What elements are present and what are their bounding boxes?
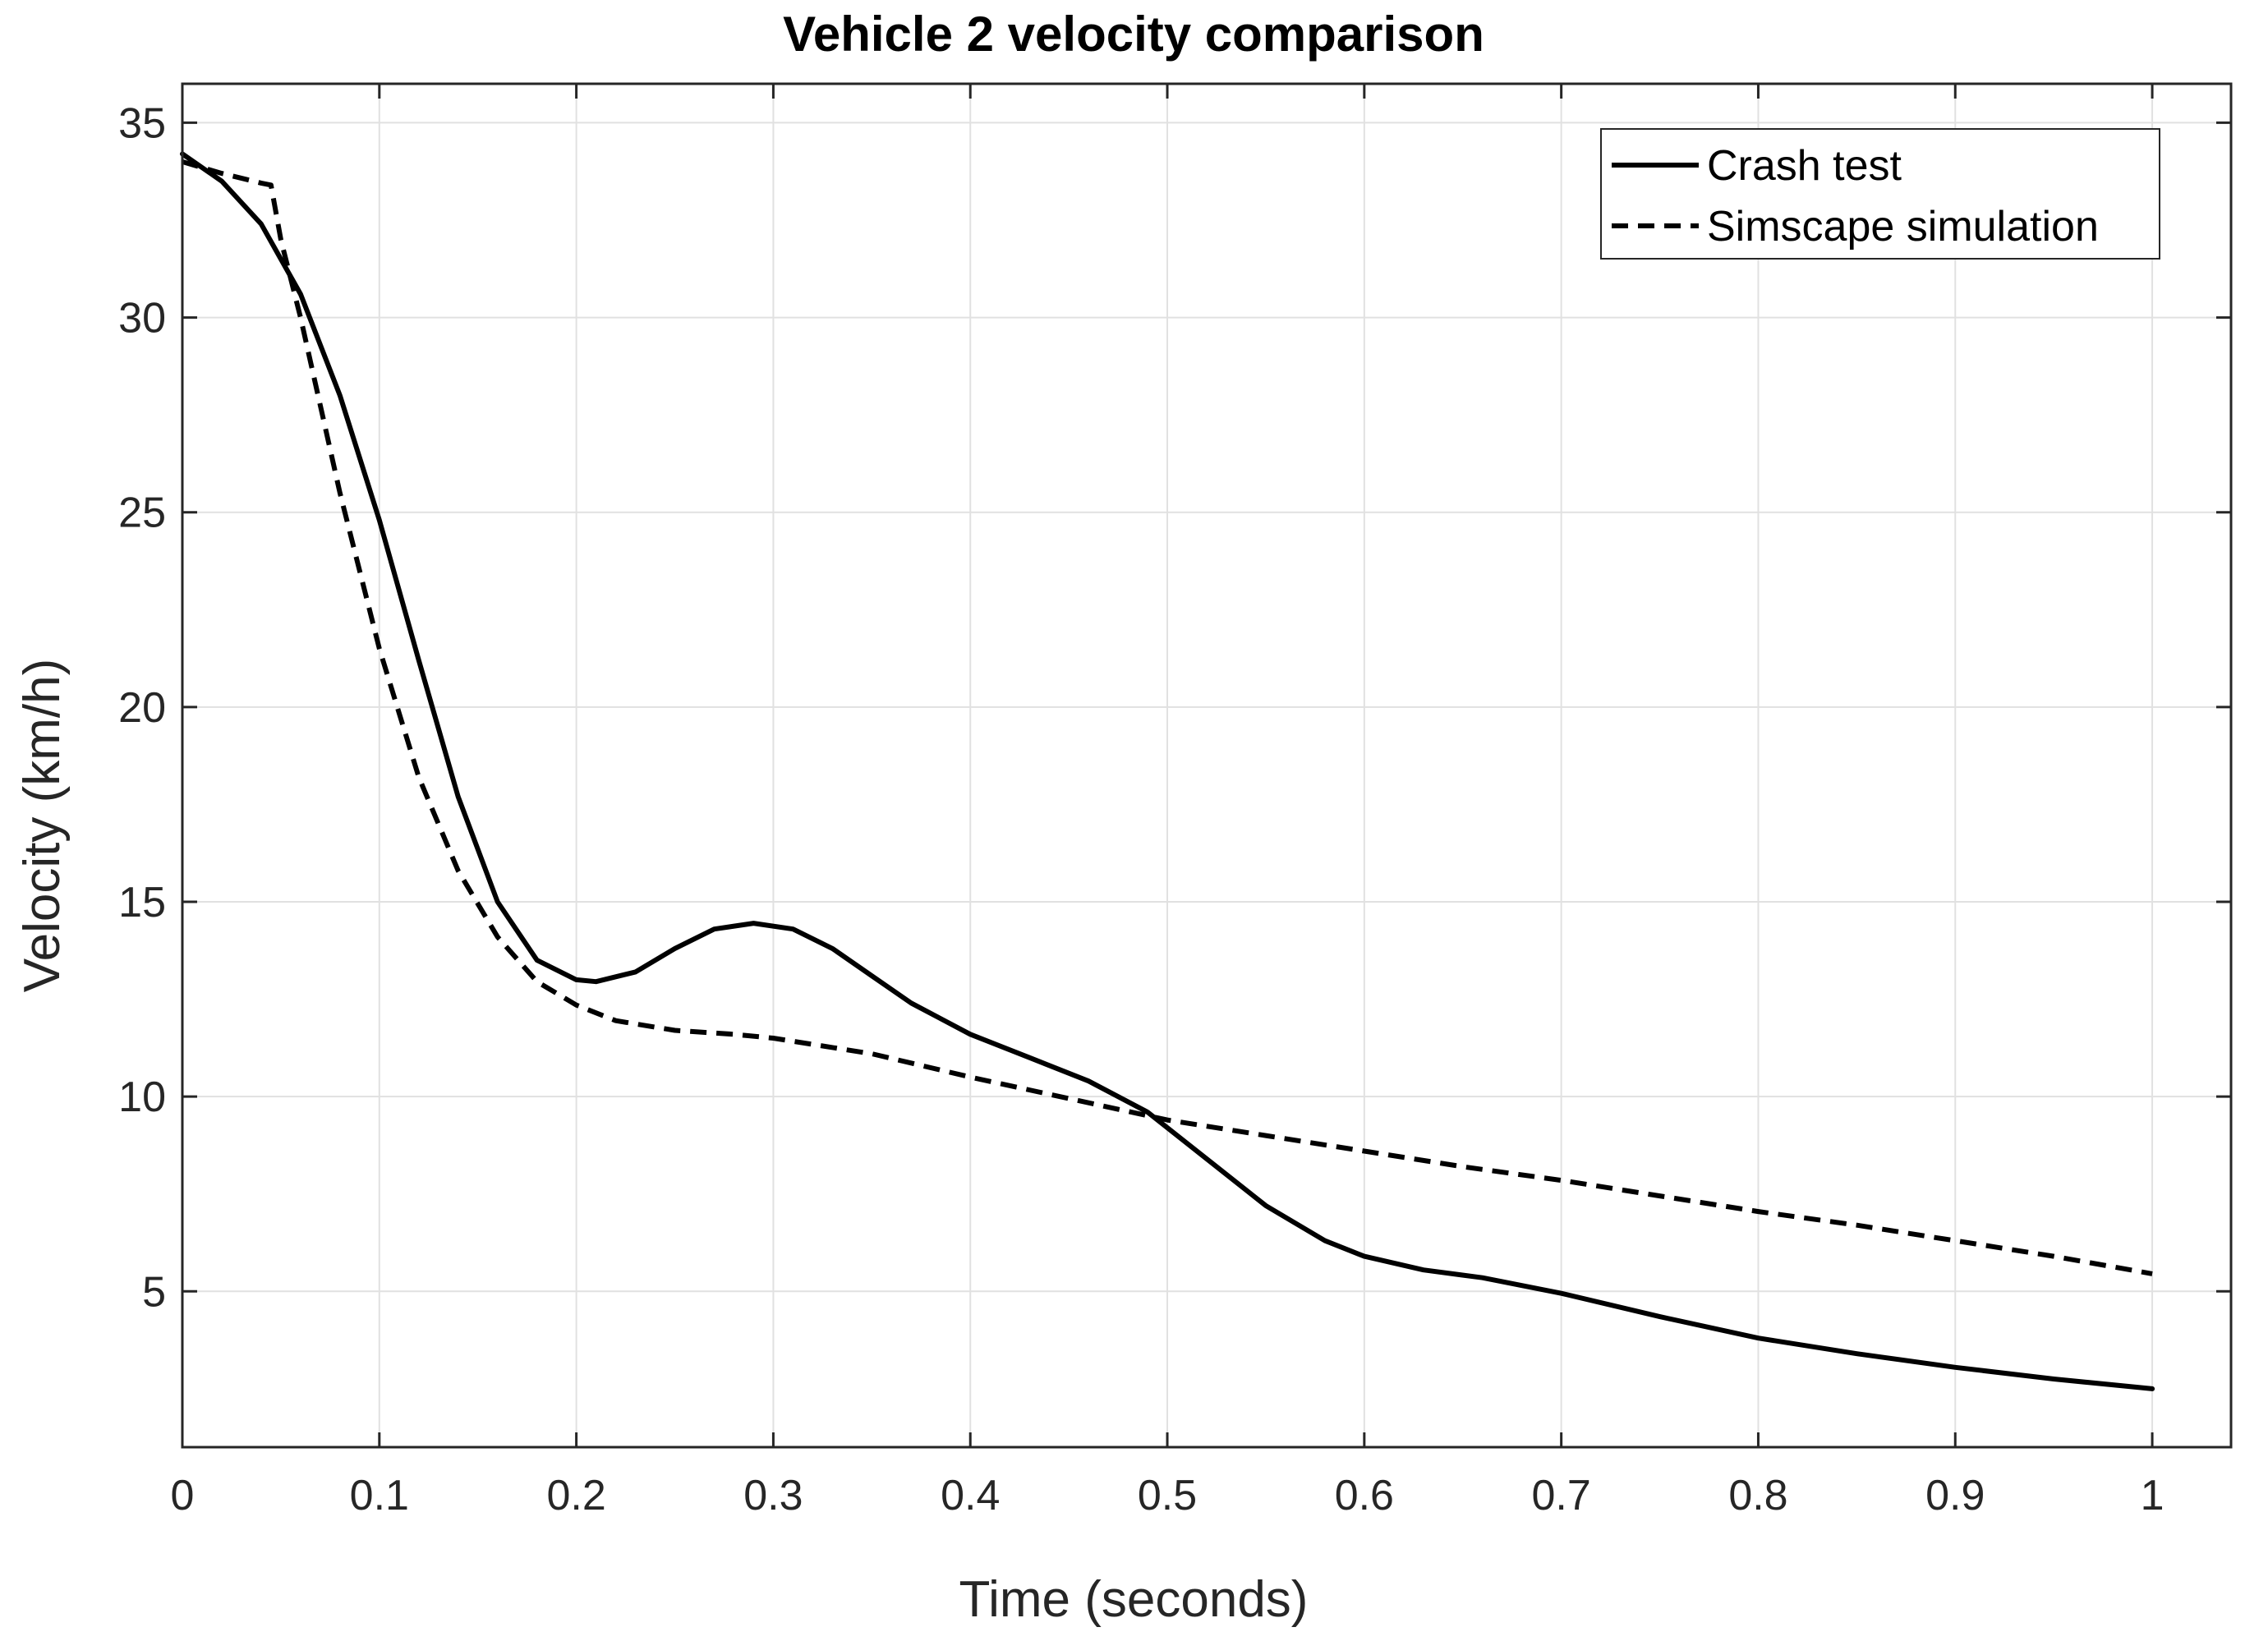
x-tick-label: 0.3 bbox=[743, 1472, 803, 1519]
y-tick-label: 10 bbox=[118, 1073, 166, 1121]
x-tick-label: 0.9 bbox=[1925, 1472, 1985, 1519]
x-tick-label: 0.6 bbox=[1335, 1472, 1394, 1519]
y-axis-label: Velocity (km/h) bbox=[14, 659, 71, 993]
chart-title: Vehicle 2 velocity comparison bbox=[783, 7, 1484, 62]
y-tick-label: 15 bbox=[118, 879, 166, 926]
x-tick-label: 0.2 bbox=[546, 1472, 605, 1519]
x-axis-label: Time (seconds) bbox=[959, 1571, 1309, 1628]
x-tick-label: 0.1 bbox=[350, 1472, 409, 1519]
y-tick-label: 25 bbox=[118, 490, 166, 537]
legend-label-simscape-simulation: Simscape simulation bbox=[1707, 203, 2099, 251]
x-tick-label: 0.5 bbox=[1138, 1472, 1197, 1519]
x-tick-label: 0.4 bbox=[941, 1472, 1000, 1519]
series-line-crash-test bbox=[180, 151, 2155, 1391]
x-tick-label: 0.7 bbox=[1532, 1472, 1591, 1519]
y-tick-label: 5 bbox=[142, 1268, 166, 1316]
y-tick-label: 35 bbox=[118, 99, 166, 147]
y-tick-label: 20 bbox=[118, 684, 166, 732]
series-line-simscape-simulation bbox=[182, 159, 2153, 1276]
legend-label-crash-test: Crash test bbox=[1707, 142, 1902, 190]
legend: Crash test Simscape simulation bbox=[1600, 128, 2160, 260]
plot-lines bbox=[180, 151, 2155, 1391]
ticks bbox=[181, 84, 2231, 1447]
x-tick-label: 1 bbox=[2141, 1472, 2164, 1519]
x-tick-label: 0.8 bbox=[1728, 1472, 1787, 1519]
axes-box bbox=[181, 82, 2233, 1449]
grid bbox=[182, 84, 2231, 1447]
axes-frame bbox=[181, 82, 2233, 1449]
y-tick-label: 30 bbox=[118, 295, 166, 342]
tick-labels: 0 0.1 0.2 0.3 0.4 0.5 0.6 0.7 0.8 0.9 151015202530… bbox=[118, 99, 2164, 1519]
legend-box bbox=[1600, 128, 2160, 260]
x-tick-label: 0 bbox=[171, 1472, 195, 1519]
